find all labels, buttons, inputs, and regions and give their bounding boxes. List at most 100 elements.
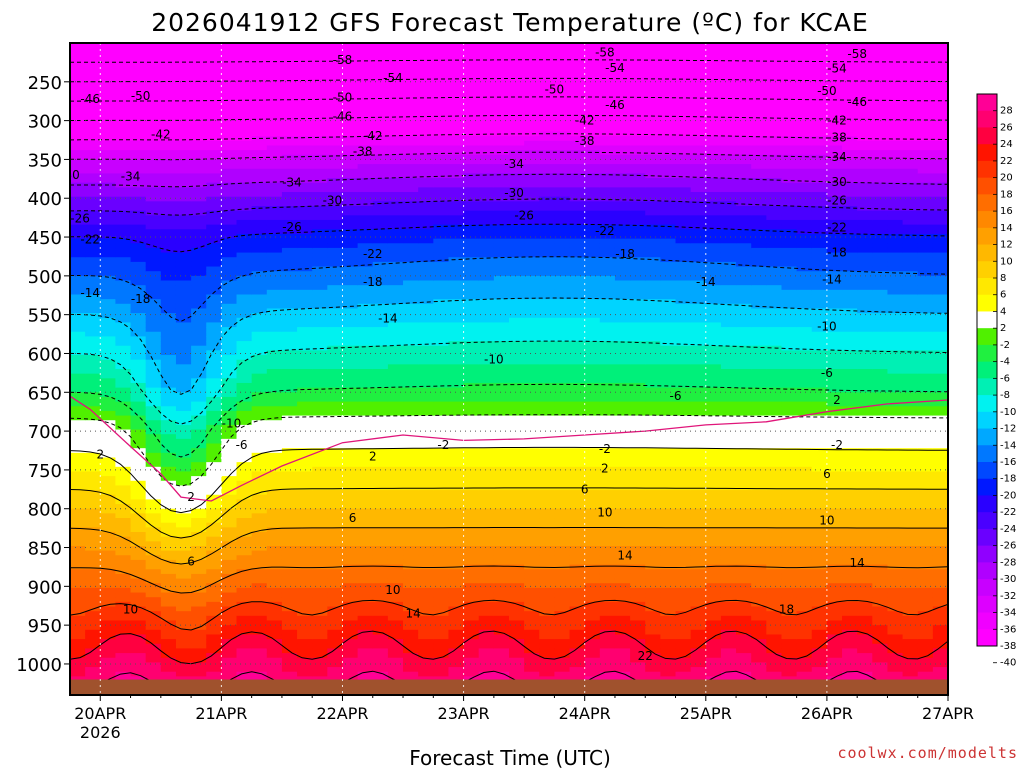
temperature-band-cell (418, 192, 434, 198)
temperature-band-cell (236, 583, 253, 589)
temperature-band-cell (312, 601, 328, 608)
temperature-band-cell (569, 527, 586, 533)
temperature-band-cell (281, 219, 298, 226)
temperature-band-cell (115, 671, 132, 677)
temperature-band-cell (342, 480, 359, 487)
temperature-band-cell (206, 61, 222, 67)
temperature-band-cell (206, 336, 222, 342)
temperature-band-cell (509, 210, 525, 216)
temperature-band-cell (478, 448, 495, 454)
temperature-band-cell (115, 676, 132, 682)
temperature-band-cell (145, 103, 162, 109)
temperature-band-cell (297, 271, 313, 277)
temperature-band-cell (70, 322, 86, 328)
temperature-band-cell (70, 429, 86, 435)
temperature-band-cell (387, 569, 404, 575)
temperature-band-cell (191, 75, 207, 81)
temperature-band-cell (100, 70, 117, 77)
temperature-band-cell (175, 280, 192, 286)
temperature-band-cell (524, 219, 540, 226)
temperature-band-cell (160, 359, 177, 365)
temperature-band-cell (357, 164, 374, 170)
temperature-band-cell (524, 625, 540, 631)
temperature-band-cell (251, 75, 268, 81)
temperature-band-cell (160, 676, 177, 682)
temperature-band-cell (387, 43, 404, 49)
temperature-band-cell (539, 550, 556, 556)
temperature-band-cell (342, 145, 359, 151)
temperature-band-cell (266, 178, 283, 184)
temperature-band-cell (327, 648, 344, 654)
temperature-band-cell (145, 89, 162, 95)
temperature-band-cell (236, 112, 253, 119)
temperature-band-cell (175, 667, 192, 673)
temperature-band-cell (433, 47, 450, 53)
temperature-band-cell (145, 154, 162, 161)
temperature-band-cell (387, 108, 404, 114)
temperature-band-cell (115, 80, 132, 86)
temperature-band-cell (251, 303, 268, 310)
temperature-band-cell (478, 550, 495, 556)
temperature-band-cell (448, 378, 465, 384)
temperature-band-cell (85, 569, 101, 575)
temperature-band-cell (584, 373, 601, 379)
temperature-band-cell (372, 103, 389, 109)
temperature-band-cell (70, 485, 86, 491)
temperature-band-cell (191, 84, 207, 91)
temperature-band-cell (100, 518, 117, 524)
temperature-band-cell (524, 513, 540, 519)
temperature-band-cell (342, 206, 359, 212)
temperature-band-cell (584, 382, 601, 389)
temperature-band-cell (297, 294, 313, 300)
temperature-band-cell (191, 164, 207, 170)
temperature-band-cell (100, 66, 117, 72)
temperature-band-cell (448, 639, 465, 645)
temperature-band-cell (160, 545, 177, 552)
temperature-band-cell (554, 43, 571, 49)
temperature-band-cell (266, 52, 283, 58)
temperature-band-cell (297, 66, 313, 72)
temperature-band-cell (554, 448, 571, 454)
temperature-band-cell (387, 532, 404, 538)
temperature-band-cell (145, 122, 162, 128)
temperature-band-cell (130, 43, 147, 49)
chart-title: 2026041912 GFS Forecast Temperature (ºC)… (151, 8, 869, 37)
temperature-band-cell (100, 192, 117, 198)
temperature-band-cell (191, 224, 207, 230)
temperature-band-cell (357, 532, 374, 538)
temperature-band-cell (372, 429, 389, 435)
temperature-band-cell (221, 247, 238, 254)
temperature-band-cell (584, 462, 601, 468)
temperature-band-cell (554, 587, 571, 594)
temperature-band-cell (433, 499, 450, 505)
temperature-band-cell (221, 620, 238, 626)
temperature-band-cell (281, 653, 298, 659)
temperature-band-cell (145, 494, 162, 500)
temperature-band-cell (85, 625, 101, 631)
temperature-band-cell (160, 210, 177, 216)
temperature-band-cell (509, 462, 525, 468)
temperature-band-cell (554, 518, 571, 524)
temperature-band-cell (433, 653, 450, 659)
temperature-band-cell (327, 98, 344, 105)
temperature-band-cell (524, 331, 540, 337)
temperature-band-cell (418, 112, 434, 119)
temperature-band-cell (327, 545, 344, 552)
temperature-band-cell (569, 518, 586, 524)
temperature-band-cell (297, 192, 313, 198)
temperature-band-cell (403, 103, 419, 109)
temperature-band-cell (175, 396, 192, 403)
temperature-band-cell (251, 410, 268, 417)
temperature-band-cell (433, 271, 450, 277)
temperature-band-cell (403, 480, 419, 487)
temperature-band-cell (524, 280, 540, 286)
temperature-band-cell (569, 233, 586, 240)
temperature-band-cell (130, 513, 147, 519)
temperature-band-cell (100, 620, 117, 626)
temperature-band-cell (478, 536, 495, 542)
temperature-band-cell (403, 275, 419, 282)
temperature-band-cell (372, 634, 389, 640)
temperature-band-cell (160, 457, 177, 463)
temperature-band-cell (85, 285, 101, 291)
temperature-band-cell (70, 257, 86, 263)
